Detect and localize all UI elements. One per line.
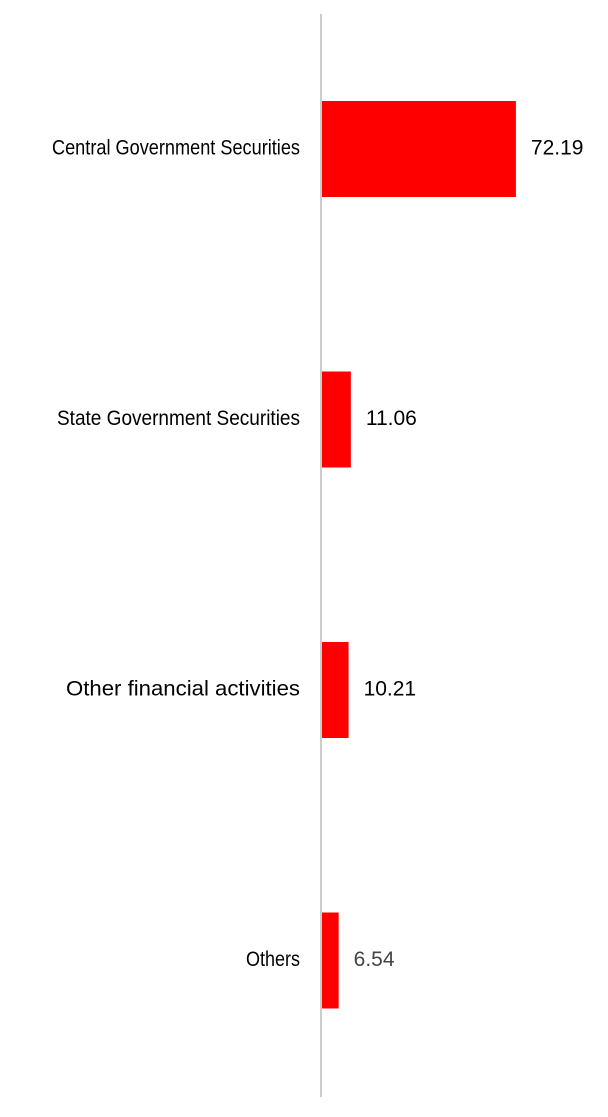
bar-4 (321, 912, 339, 1009)
value-label-4: 6.54 (354, 948, 395, 971)
bars-group (321, 101, 516, 1009)
bar-3 (321, 642, 349, 738)
value-label-2: 11.06 (366, 407, 417, 430)
category-label-3: Other financial activities (66, 678, 300, 701)
bar-2 (321, 371, 351, 468)
category-label-2: State Government Securities (57, 407, 300, 430)
category-label-1: Central Government Securities (52, 137, 300, 160)
category-label-4: Others (246, 948, 300, 971)
bar-1 (321, 101, 516, 197)
value-label-3: 10.21 (364, 678, 417, 701)
labels-group: Central Government Securities 72.19 State … (52, 137, 583, 972)
value-label-1: 72.19 (531, 137, 584, 160)
